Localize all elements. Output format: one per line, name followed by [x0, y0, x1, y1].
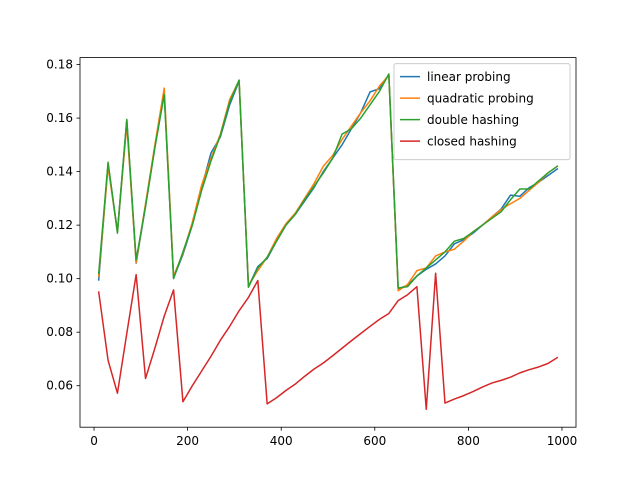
y-tick-label: 0.18 — [46, 58, 73, 72]
plot-area-frame — [79, 57, 577, 428]
x-tick-label: 0 — [90, 434, 98, 448]
y-tick-label: 0.14 — [46, 165, 73, 179]
y-tick-label: 0.12 — [46, 218, 73, 232]
x-tick-label: 800 — [457, 434, 480, 448]
y-tick-label: 0.08 — [46, 325, 73, 339]
legend-frame — [393, 63, 571, 161]
legend-label: double hashing — [427, 113, 519, 127]
legend-label: closed hashing — [427, 135, 517, 149]
x-tick-label: 1000 — [547, 434, 578, 448]
legend: linear probing quadratic probing double ha… — [393, 63, 571, 161]
legend-label: quadratic probing — [427, 92, 534, 106]
y-tick-label: 0.10 — [46, 272, 73, 286]
y-tick-label: 0.16 — [46, 111, 73, 125]
series-line-closed-hashing — [97, 272, 559, 411]
y-tick-label: 0.06 — [46, 379, 73, 393]
x-tick-label: 200 — [176, 434, 199, 448]
x-tick-label: 600 — [363, 434, 386, 448]
y-axis: 0.06 0.08 0.10 0.12 0.14 0.16 0.18 — [46, 58, 80, 393]
x-tick-label: 400 — [270, 434, 293, 448]
series-layer — [97, 73, 559, 411]
legend-label: linear probing — [427, 70, 511, 84]
x-axis: 0 200 400 600 800 1000 — [90, 427, 577, 448]
series-line-double-hashing — [97, 73, 559, 289]
